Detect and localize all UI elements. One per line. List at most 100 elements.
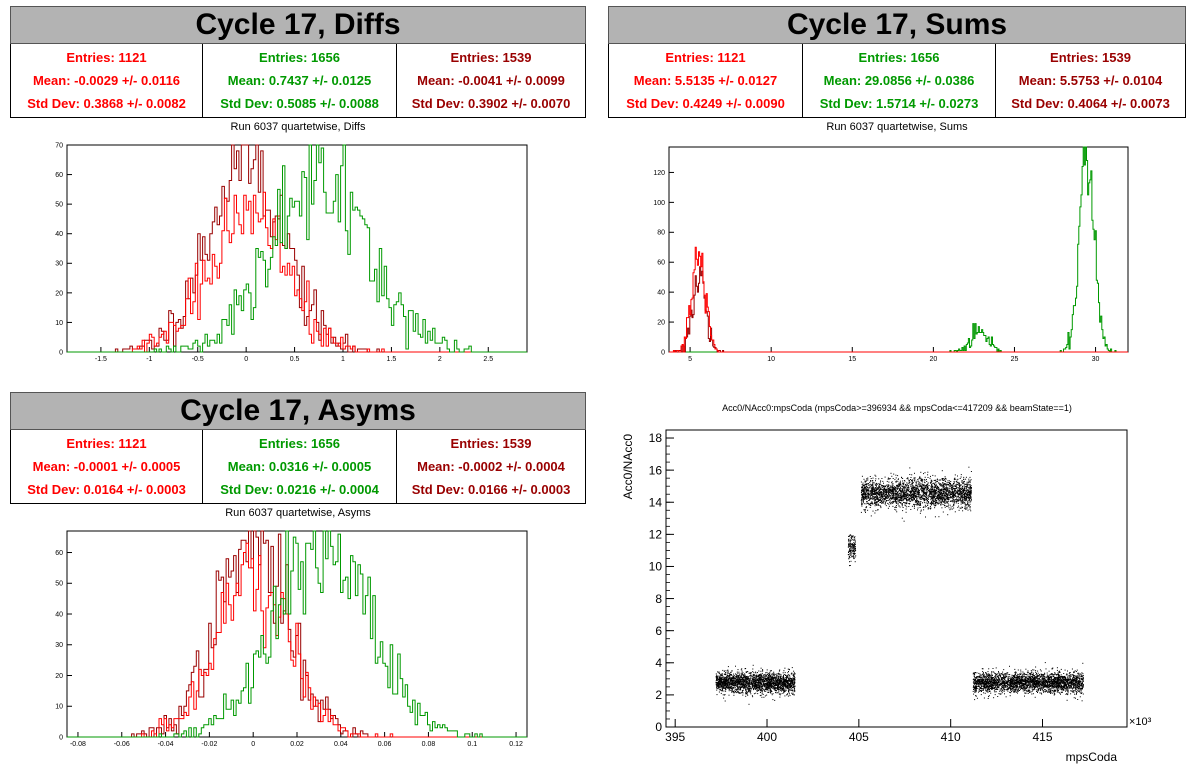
scatter-point (954, 489, 956, 491)
scatter-point (896, 511, 898, 513)
scatter-point (932, 496, 934, 498)
scatter-point (927, 497, 929, 499)
scatter-point (862, 487, 864, 489)
scatter-point (740, 692, 742, 694)
y-tick-label: 30 (55, 642, 63, 649)
scatter-point (932, 485, 934, 487)
scatter-point (941, 484, 943, 486)
scatter-point (753, 682, 755, 684)
scatter-point (964, 490, 966, 492)
scatter-point (912, 479, 914, 481)
scatter-point (917, 493, 919, 495)
scatter-point (780, 685, 782, 687)
scatter-point (742, 672, 744, 674)
scatter-point (761, 690, 763, 692)
scatter-point (945, 485, 947, 487)
scatter-point (939, 502, 941, 504)
scatter-point (723, 682, 725, 684)
sums-stats: Entries: 1121 Mean: 5.5135 +/- 0.0127 St… (608, 44, 1186, 118)
scatter-point (720, 677, 722, 679)
scatter-point (753, 674, 755, 676)
scatter-point (727, 679, 729, 681)
scatter-point (736, 691, 738, 693)
scatter-point (924, 504, 926, 506)
scatter-point (957, 487, 959, 489)
scatter-point (866, 483, 868, 485)
scatter-point (953, 495, 954, 496)
x-tick-label: -0.5 (192, 356, 204, 363)
scatter-point (947, 502, 949, 504)
scatter-point (747, 681, 749, 683)
scatter-point (961, 495, 963, 497)
scatter-point (916, 489, 918, 491)
scatter-point (952, 494, 954, 496)
scatter-point (745, 679, 747, 681)
scatter-point (849, 551, 851, 553)
scatter-point (728, 680, 730, 682)
scatter-point (745, 689, 747, 691)
scatter-point (792, 685, 794, 687)
scatter-point (744, 686, 746, 688)
scatter-point (749, 679, 751, 681)
scatter-point (964, 508, 966, 510)
scatter-point (780, 676, 782, 678)
scatter-point (963, 490, 965, 492)
stat-mean: Mean: 0.7437 +/- 0.0125 (227, 73, 372, 88)
scatter-point (767, 687, 769, 689)
scatter-point (861, 503, 863, 505)
scatter-point (862, 499, 864, 501)
scatter-point (923, 506, 925, 508)
scatter-point (776, 675, 778, 677)
scatter-point (723, 687, 725, 689)
scatter-point (731, 678, 732, 679)
x-tick-label: 400 (757, 730, 777, 744)
scatter-point (895, 477, 897, 479)
scatter-point (762, 684, 764, 686)
scatter-point (929, 495, 931, 497)
scatter-point (967, 483, 969, 485)
scatter-point (716, 689, 718, 691)
scatter-point (777, 689, 779, 691)
scatter-point (969, 498, 971, 499)
scatter-point (884, 495, 886, 497)
scatter-point (882, 493, 884, 495)
scatter-point (892, 487, 894, 489)
scatter-point (945, 478, 947, 480)
scatter-point (752, 688, 754, 690)
scatter-point (739, 684, 741, 686)
scatter-point (767, 678, 769, 680)
scatter-point (850, 544, 852, 546)
scatter-point (786, 679, 788, 681)
scatter-point (774, 699, 776, 701)
scatter-point (890, 472, 892, 474)
scatter-point (780, 688, 781, 689)
scatter-point (787, 677, 789, 679)
scatter-point (778, 688, 780, 690)
scatter-point (892, 493, 894, 495)
scatter-point (772, 687, 774, 689)
scatter-point (785, 684, 787, 686)
scatter-point (955, 502, 957, 504)
scatter-point (927, 498, 929, 500)
scatter-point (910, 479, 911, 480)
scatter-point (886, 484, 888, 486)
scatter-point (770, 676, 772, 677)
scatter-point (789, 695, 791, 697)
scatter-point (722, 675, 724, 677)
scatter-point (937, 495, 938, 496)
scatter-point (740, 684, 742, 686)
scatter-point (928, 494, 930, 496)
scatter-point (739, 681, 741, 683)
scatter-point (901, 497, 902, 499)
scatter-point (929, 477, 931, 479)
scatter-point (913, 504, 915, 506)
scatter-point (960, 498, 961, 500)
scatter-point (938, 498, 940, 500)
scatter-point (746, 687, 748, 689)
scatter-point (935, 495, 937, 497)
scatter-point (772, 678, 774, 680)
scatter-point (762, 675, 764, 677)
scatter-point (739, 678, 741, 680)
scatter-point (759, 682, 761, 684)
scatter-point (751, 685, 753, 687)
